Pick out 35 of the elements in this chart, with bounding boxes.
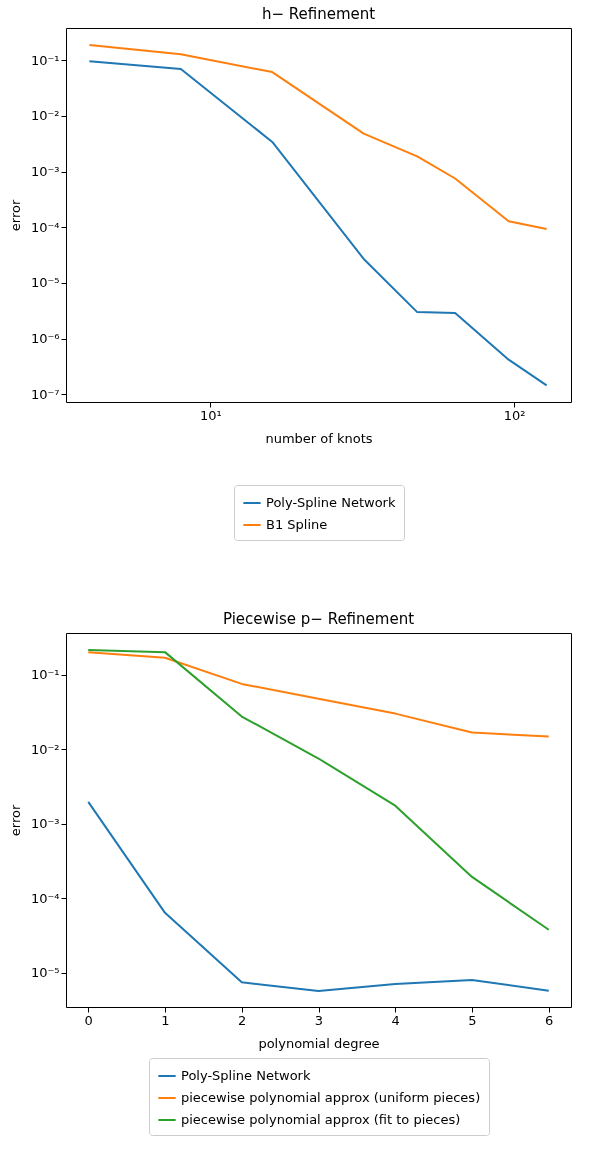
y-tick-label: 10⁻⁴ — [30, 219, 60, 235]
chart-title: Piecewise p− Refinement — [222, 610, 415, 628]
x-tick-label: 4 — [391, 1012, 400, 1028]
y-tick-label: 10⁻² — [30, 108, 60, 124]
line-series — [87, 649, 550, 931]
legend-label: piecewise polynomial approx (fit to pieces) — [181, 1112, 461, 1127]
y-tick-label: 10⁻¹ — [30, 52, 60, 68]
line-series — [87, 651, 550, 738]
legend-label: Poly-Spline Network — [266, 495, 396, 510]
y-tick-label: 10⁻³ — [30, 164, 60, 180]
x-tick-label: 5 — [468, 1012, 477, 1028]
x-tick-label: 2 — [238, 1012, 247, 1028]
y-tick-label: 10⁻³ — [30, 816, 60, 832]
chart-title: h− Refinement — [261, 5, 376, 23]
y-tick-label: 10⁻⁵ — [30, 965, 60, 981]
x-tick-label: 1 — [161, 1012, 170, 1028]
x-tick-label: 6 — [545, 1012, 554, 1028]
x-tick-label: 0 — [84, 1012, 93, 1028]
x-tick-label: 10² — [503, 407, 526, 423]
legend-label: B1 Spline — [266, 517, 328, 532]
y-tick-label: 10⁻⁶ — [30, 331, 60, 347]
x-axis-title: polynomial degree — [258, 1035, 380, 1051]
y-axis-title: error — [7, 804, 23, 837]
y-tick-label: 10⁻⁵ — [30, 275, 60, 291]
line-series — [87, 800, 550, 992]
y-tick-label: 10⁻⁷ — [30, 386, 60, 402]
legend-label: Poly-Spline Network — [181, 1068, 311, 1083]
legend-label: piecewise polynomial approx (uniform pieces) — [181, 1090, 481, 1105]
y-tick-label: 10⁻² — [30, 741, 60, 757]
y-axis-title: error — [7, 199, 23, 232]
x-axis-title: number of knots — [265, 430, 373, 446]
y-tick-label: 10⁻⁴ — [30, 890, 60, 906]
y-tick-label: 10⁻¹ — [30, 667, 60, 683]
x-tick-label: 3 — [314, 1012, 324, 1028]
x-tick-label: 10¹ — [199, 407, 222, 423]
